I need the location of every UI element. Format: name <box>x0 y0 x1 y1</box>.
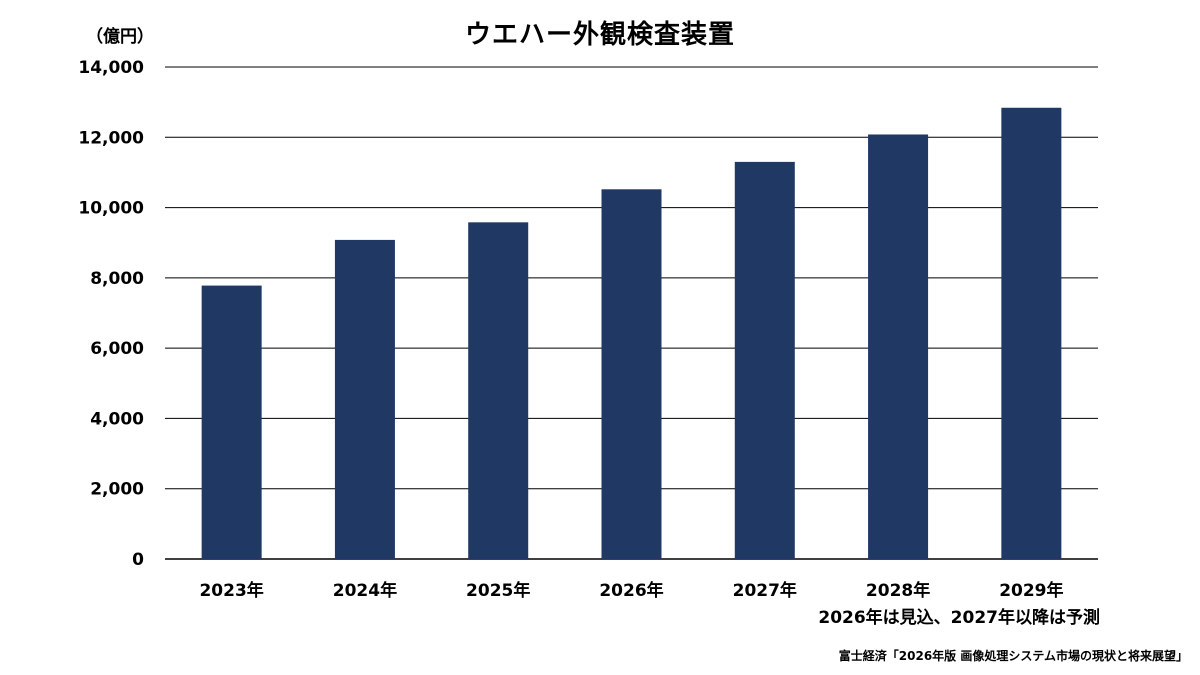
bar-2025年 <box>468 222 529 559</box>
source-credit: 富士経済「2026年版 画像処理システム市場の現状と将来展望」 <box>838 649 1188 663</box>
x-tick-label: 2026年 <box>599 580 663 601</box>
bar-2023年 <box>201 285 262 559</box>
y-tick-label: 4,000 <box>90 409 144 429</box>
y-tick-label: 12,000 <box>78 128 144 148</box>
bars <box>201 107 1062 559</box>
x-axis-ticks: 2023年 2024年 2025年 2026年 2027年 2028年 2029年 <box>199 580 1063 601</box>
bar-2024年 <box>334 239 395 559</box>
x-tick-label: 2028年 <box>866 580 930 601</box>
y-tick-label: 0 <box>132 550 144 570</box>
y-axis-unit-label: （億円） <box>86 27 154 47</box>
y-tick-label: 2,000 <box>90 480 144 500</box>
y-tick-label: 14,000 <box>78 58 144 78</box>
y-tick-label: 8,000 <box>90 269 144 289</box>
x-tick-label: 2024年 <box>333 580 397 601</box>
forecast-note: 2026年は見込、2027年以降は予測 <box>818 608 1100 628</box>
bar-2027年 <box>734 161 795 559</box>
x-tick-label: 2027年 <box>733 580 797 601</box>
y-tick-label: 6,000 <box>90 339 144 359</box>
x-tick-label: 2025年 <box>466 580 530 601</box>
bar-2026年 <box>601 189 662 559</box>
bar-2029年 <box>1001 107 1062 559</box>
y-tick-label: 10,000 <box>78 199 144 219</box>
chart-title: ウエハー外観検査装置 <box>464 20 735 50</box>
x-tick-label: 2029年 <box>999 580 1063 601</box>
bar-2028年 <box>868 134 929 559</box>
x-tick-label: 2023年 <box>199 580 263 601</box>
y-axis-ticks: 0 2,000 4,000 6,000 8,000 10,000 12,000 14,000 <box>78 58 144 570</box>
